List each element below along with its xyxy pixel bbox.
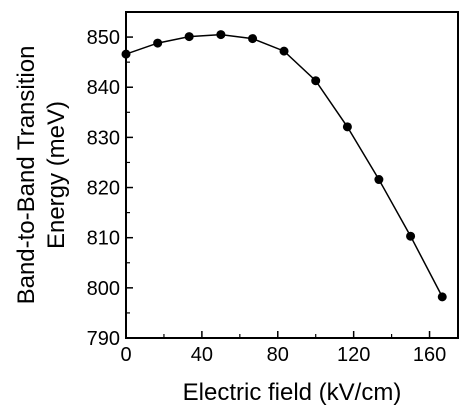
data-point <box>248 34 258 44</box>
plot-area: 0 40 80 120 160 790 800 810 820 830 840 850 <box>87 11 459 366</box>
data-point <box>374 175 384 185</box>
x-tick-label: 80 <box>267 344 289 366</box>
plot-frame <box>125 11 459 339</box>
data-point <box>342 122 352 132</box>
data-point <box>153 38 163 48</box>
y-tick-label: 850 <box>87 27 120 49</box>
y-tick-label: 840 <box>87 77 120 99</box>
y-tick-label: 800 <box>87 278 120 300</box>
y-tick-label: 810 <box>87 228 120 250</box>
y-tick-label: 830 <box>87 127 120 149</box>
x-tick-label: 120 <box>337 344 370 366</box>
x-axis-label: Electric field (kV/cm) <box>183 379 402 406</box>
x-axis-ticks: 0 40 80 120 160 <box>120 331 446 366</box>
x-tick-label: 160 <box>413 344 446 366</box>
y-axis-ticks: 790 800 810 820 830 840 850 <box>87 27 133 350</box>
data-point <box>279 46 289 56</box>
series-line <box>125 33 443 298</box>
data-point <box>184 32 194 42</box>
data-point <box>406 231 416 241</box>
data-point <box>311 76 321 86</box>
data-point <box>121 49 131 59</box>
x-tick-label: 40 <box>191 344 213 366</box>
y-tick-label: 820 <box>87 178 120 200</box>
x-tick-label: 0 <box>120 344 131 366</box>
y-axis-label-line1: Band-to-Band Transition <box>13 46 40 305</box>
data-point <box>437 292 447 302</box>
y-tick-label: 790 <box>87 328 120 350</box>
data-point <box>216 30 226 40</box>
data-markers <box>121 30 447 302</box>
y-axis-label-line2: Energy (meV) <box>43 101 70 249</box>
